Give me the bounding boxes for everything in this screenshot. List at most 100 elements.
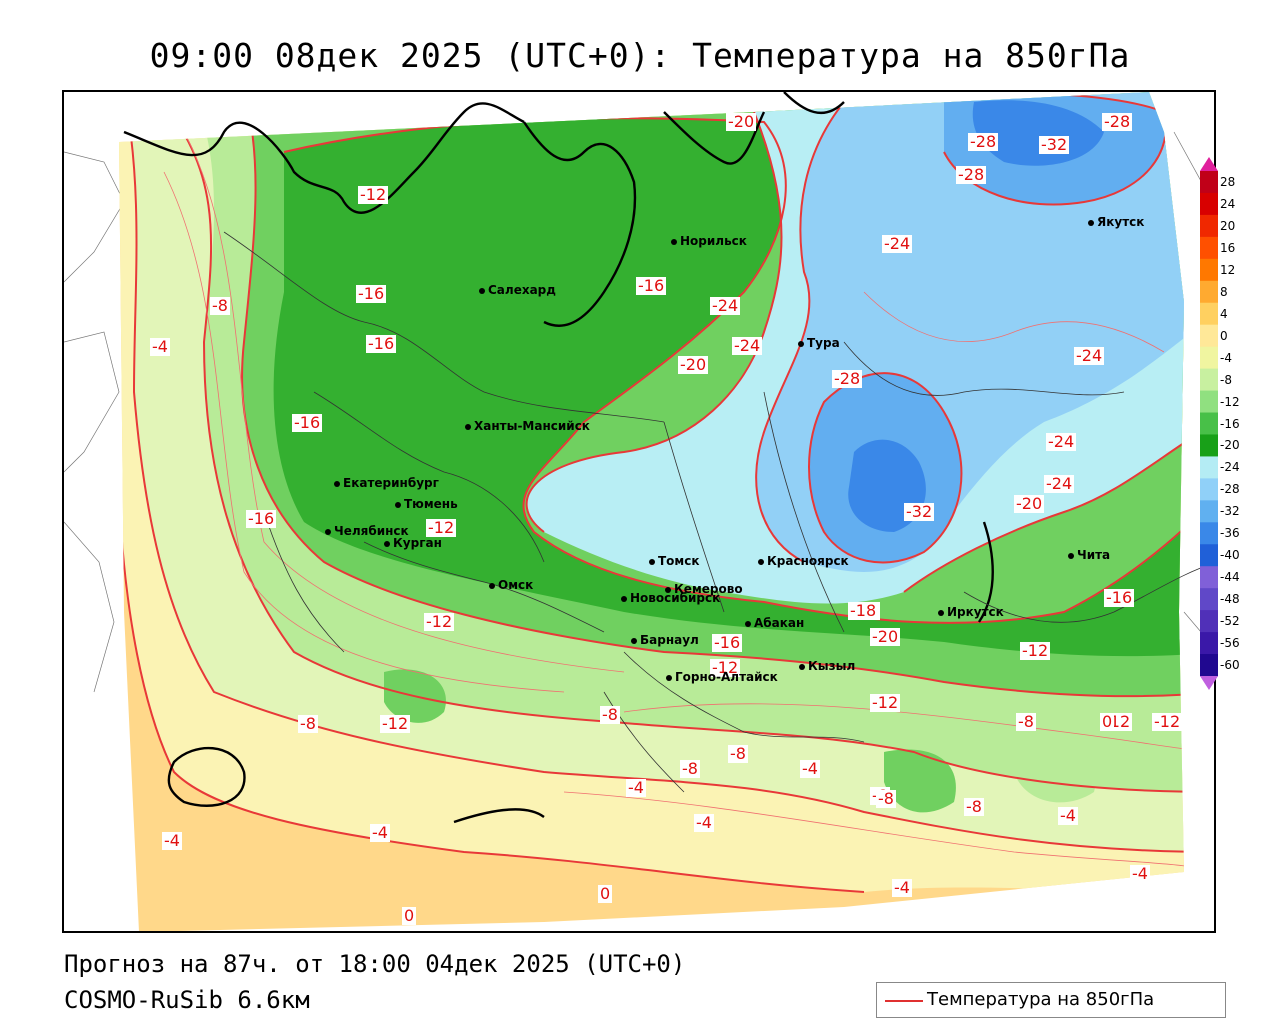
colorbar-tick-label: -56 [1220,636,1240,651]
colorbar-tick-label: 24 [1220,196,1236,211]
legend-label: Температура на 850гПа [927,989,1155,1010]
colorbar-tick-label: -28 [1220,482,1240,497]
city-dot-icon [665,586,671,593]
city-marker: Чита [1068,548,1110,562]
colorbar-tick-label: -4 [1220,350,1232,365]
city-name: Екатеринбург [343,476,439,490]
colorbar-tick-label: -60 [1220,658,1240,673]
colorbar-tick-label: -16 [1220,416,1240,431]
city-marker: Новосибирск [621,591,720,605]
isotherm-label: -12 [1152,712,1183,731]
city-name: Тура [807,336,840,350]
isotherm-label: -28 [832,369,863,388]
city-name: Новосибирск [630,591,721,605]
isotherm-label: -28 [956,165,987,184]
city-name: Салехард [488,283,556,297]
isotherm-label: -18 [848,601,879,620]
colorbar-segment [1200,654,1218,677]
city-dot-icon [758,558,764,565]
isotherm-label: -8 [600,705,620,724]
isotherm-label: -12 [710,658,741,677]
city-marker: Ханты-Мансийск [465,419,590,433]
colorbar-segment [1200,544,1218,567]
isotherm-label: -20 [870,627,901,646]
city-dot-icon [384,540,390,547]
city-dot-icon [621,595,627,602]
city-name: Кызыл [808,659,856,673]
colorbar-tick-label: -36 [1220,526,1240,541]
isotherm-label: -4 [800,759,820,778]
city-dot-icon [666,674,672,681]
isotherm-label: -8 [964,797,984,816]
isotherm-label: -16 [712,633,743,652]
colorbar-segment [1200,478,1218,501]
colorbar-segment [1200,632,1218,655]
isotherm-label: -20 [1014,494,1045,513]
city-dot-icon [325,528,331,535]
forecast-info: Прогноз на 87ч. от 18:00 04дек 2025 (UTC… [64,950,686,978]
colorbar-segment [1200,258,1218,282]
city-marker: Иркутск [938,605,1004,619]
city-name: Тюмень [404,497,458,511]
city-marker: Красноярск [758,554,849,568]
isotherm-label: -24 [1044,474,1075,493]
isotherm-label: 0 [1100,712,1115,731]
isotherm-label: -12 [426,518,457,537]
map-canvas [64,92,1214,931]
colorbar-tick-label: 12 [1220,262,1236,277]
city-dot-icon [489,582,495,589]
isotherm-label: -16 [356,284,387,303]
isotherm-label: -24 [1074,346,1105,365]
colorbar-tick-label: -8 [1220,372,1232,387]
city-dot-icon [465,423,471,430]
isotherm-label: -8 [680,759,700,778]
city-dot-icon [799,663,805,670]
colorbar-segment [1200,566,1218,589]
colorbar-tick-label: 20 [1220,218,1236,233]
isotherm-label: -28 [1102,112,1133,131]
isotherm-label: -16 [366,334,397,353]
isotherm-label: -16 [1104,588,1135,607]
city-name: Барнаул [640,633,699,647]
temperature-field [119,92,1184,931]
city-marker: Курган [384,536,442,550]
city-marker: Салехард [479,283,556,297]
isotherm-label: 0 [402,906,417,925]
city-name: Ханты-Мансийск [474,419,590,433]
colorbar-tick-label: -52 [1220,614,1240,629]
city-dot-icon [334,480,340,487]
colorbar-segment [1200,434,1218,457]
colorbar-segment [1200,171,1218,194]
isotherm-label: -8 [728,744,748,763]
colorbar-segment [1200,302,1218,326]
coastlines [123,92,994,824]
isotherm-label: -4 [370,823,390,842]
city-marker: Омск [489,578,533,592]
colorbar-tick-label: 16 [1220,240,1236,255]
colorbar-tick-label: -24 [1220,460,1240,475]
city-name: Иркутск [947,605,1004,619]
colorbar-segment [1200,214,1218,238]
city-marker: Якутск [1088,215,1144,229]
isotherm-label: -12 [358,185,389,204]
isotherm-label: -4 [892,878,912,897]
isotherm-label: -4 [1130,864,1150,883]
isotherm-label: -16 [246,509,277,528]
city-marker: Тура [798,336,840,350]
city-marker: Барнаул [631,633,699,647]
colorbar-tick-label: -20 [1220,438,1240,453]
colorbar-tick-label: 0 [1220,328,1228,343]
city-marker: Норильск [671,234,747,248]
colorbar-tick-label: 8 [1220,284,1228,299]
isotherm-label: -32 [1039,135,1070,154]
city-marker: Томск [649,554,700,568]
city-name: Абакан [754,616,805,630]
city-marker: Тюмень [395,497,458,511]
legend-line-swatch [885,1000,923,1002]
colorbar-tick-label: -44 [1220,570,1240,585]
city-name: Чита [1077,548,1111,562]
city-dot-icon [649,558,655,565]
city-marker: Абакан [745,616,804,630]
isotherm-label: -16 [636,276,667,295]
isotherm-label: -4 [626,778,646,797]
